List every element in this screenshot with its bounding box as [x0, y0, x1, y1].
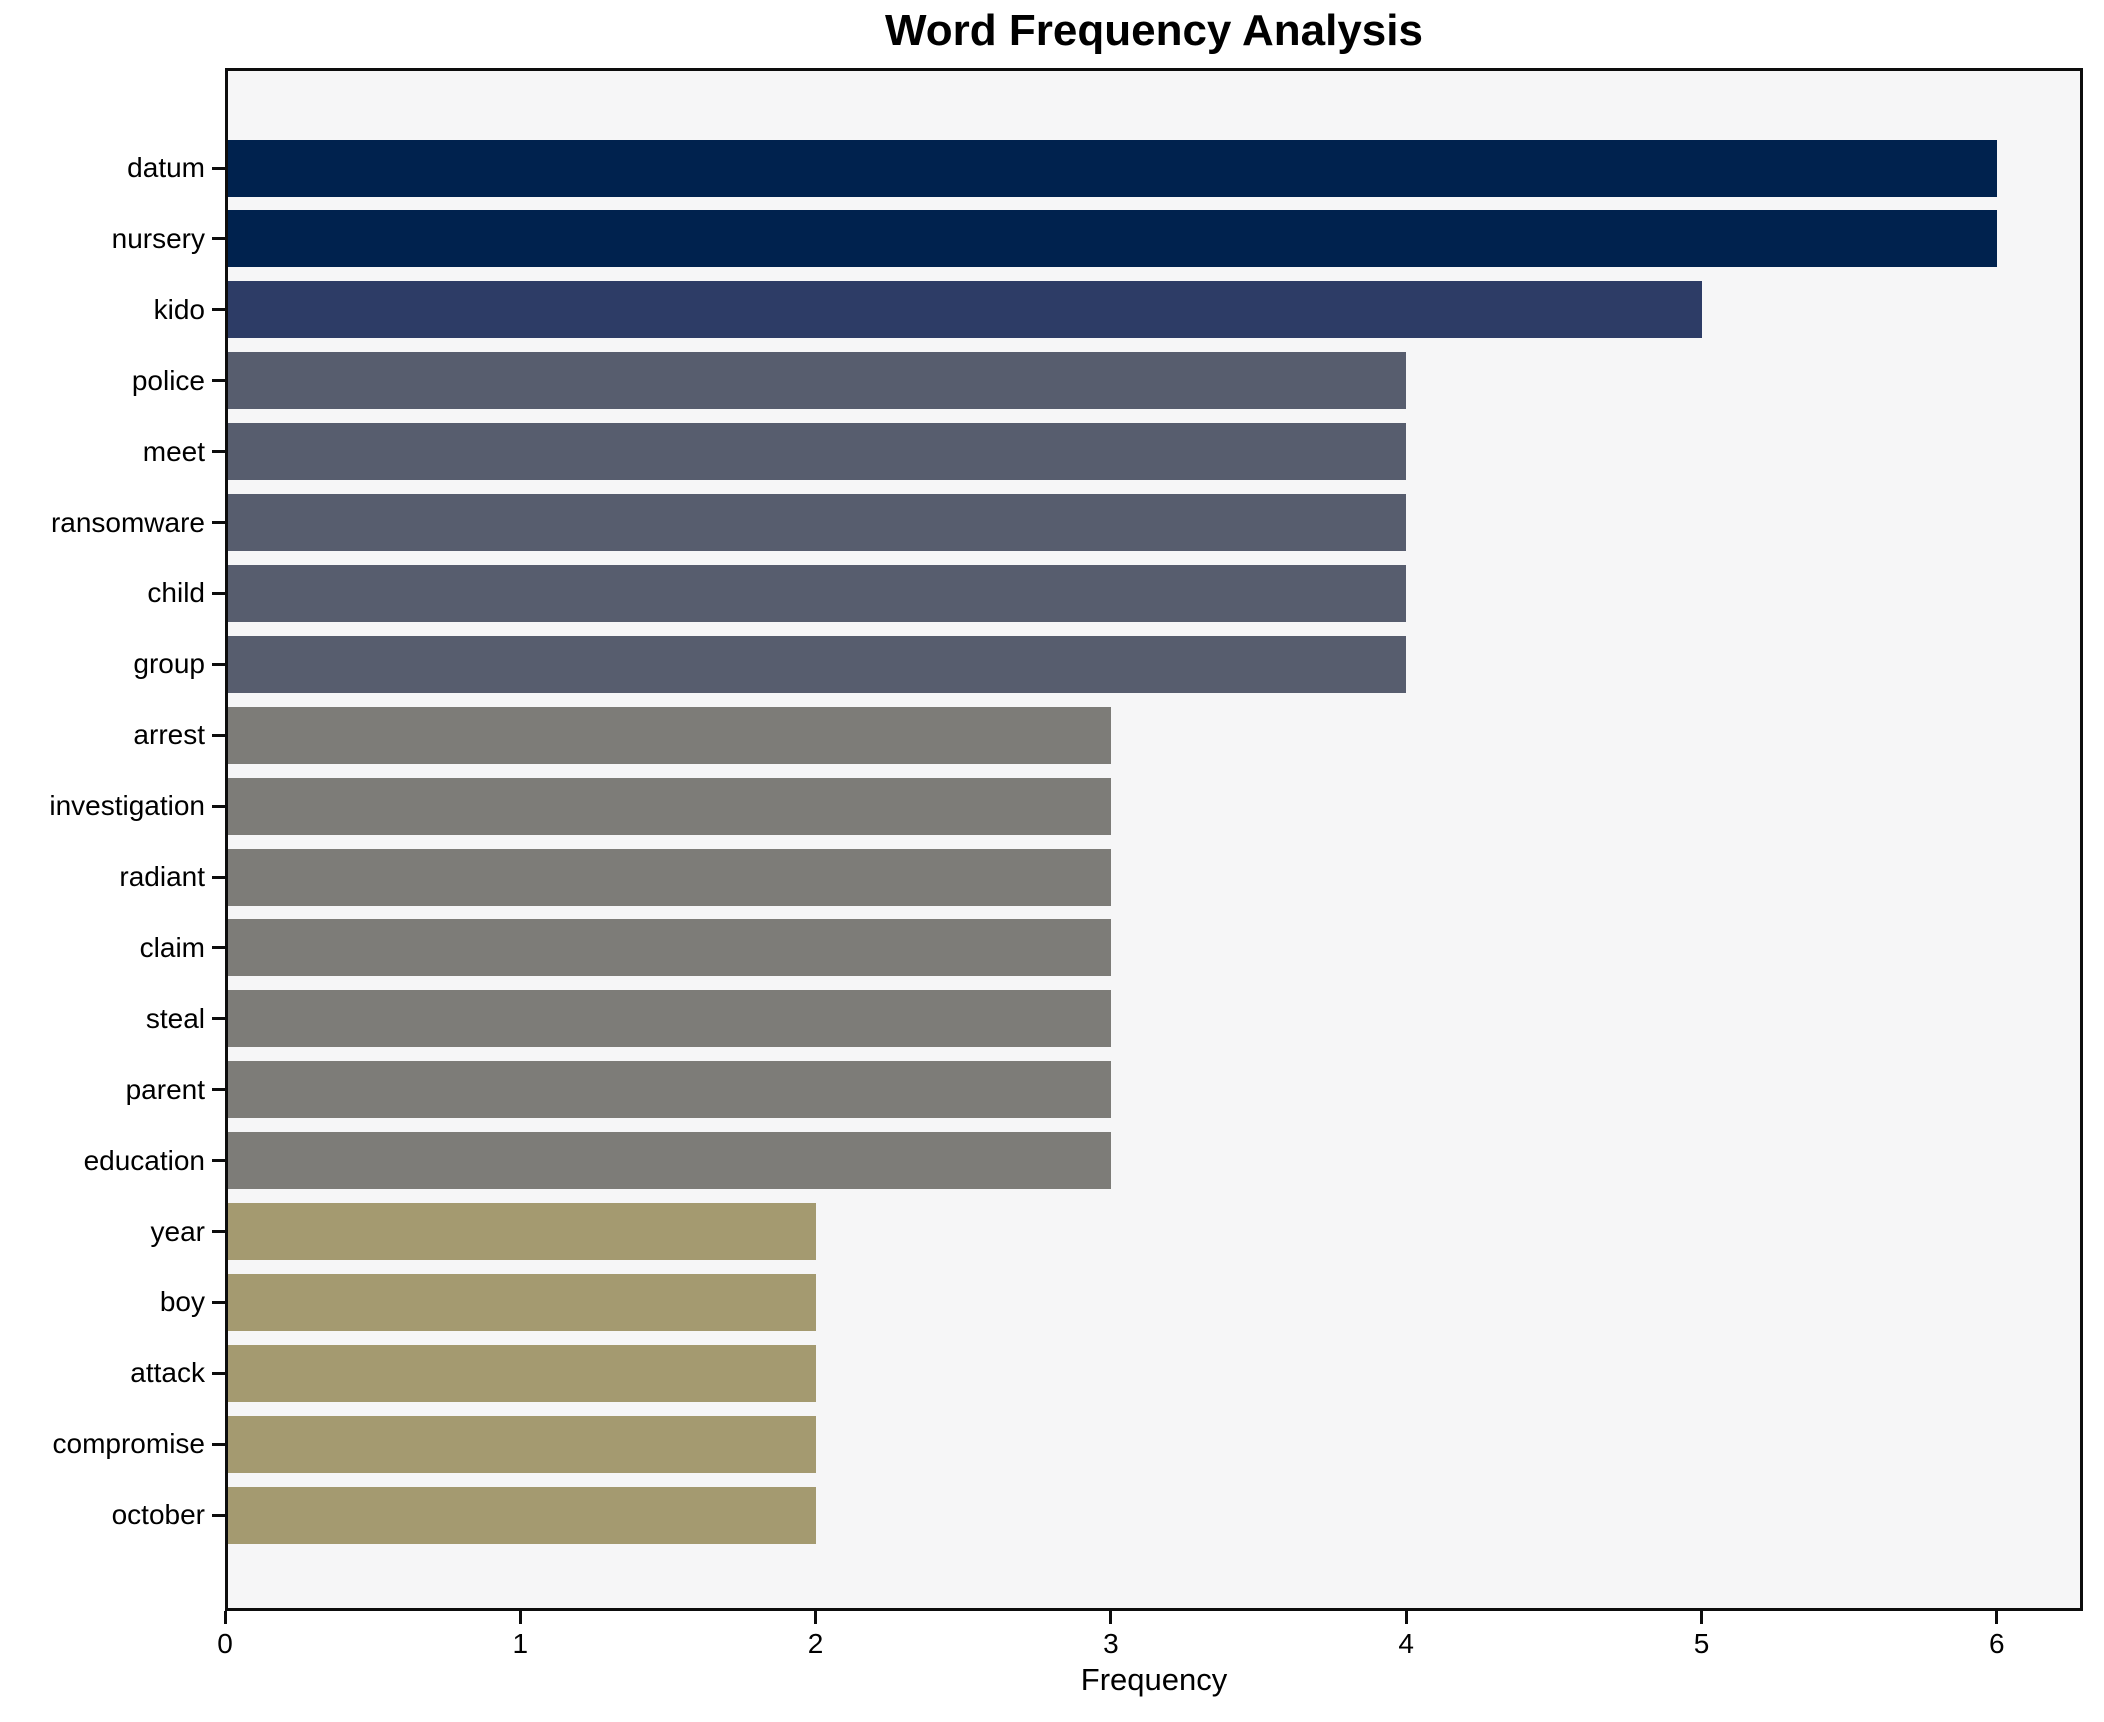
ytick-label-investigation: investigation: [49, 790, 205, 822]
bar-group: [228, 635, 1407, 693]
ytick-mark: [212, 733, 225, 737]
ytick-mark: [212, 1300, 225, 1304]
xtick-mark: [1995, 1611, 1999, 1624]
ytick-mark: [212, 1159, 225, 1163]
xtick-label-3: 3: [1103, 1628, 1119, 1659]
ytick-label-steal: steal: [145, 1002, 205, 1034]
bar-claim: [228, 919, 1111, 977]
ytick-label-parent: parent: [125, 1073, 205, 1105]
bar-child: [228, 564, 1407, 622]
xtick-mark: [814, 1611, 818, 1624]
ytick-label-education: education: [83, 1144, 205, 1176]
xtick-label-2: 2: [807, 1628, 824, 1659]
ytick-mark: [212, 1442, 225, 1446]
xtick-mark: [223, 1611, 227, 1624]
chart-title: Word Frequency Analysis: [885, 6, 1423, 55]
bar-attack: [228, 1344, 816, 1402]
ytick-label-attack: attack: [130, 1357, 205, 1389]
ytick-mark: [212, 237, 225, 241]
ytick-label-boy: boy: [159, 1286, 205, 1318]
ytick-mark: [212, 591, 225, 595]
ytick-mark: [212, 308, 225, 312]
ytick-label-group: group: [133, 648, 205, 680]
xtick-label-5: 5: [1693, 1628, 1710, 1659]
ytick-label-nursery: nursery: [111, 222, 205, 254]
bar-boy: [228, 1273, 816, 1331]
ytick-mark: [212, 521, 225, 524]
xtick-label-1: 1: [512, 1628, 529, 1659]
bar-steal: [228, 990, 1111, 1048]
ytick-label-radiant: radiant: [119, 861, 205, 892]
ytick-label-compromise: compromise: [52, 1428, 205, 1460]
xtick-label-6: 6: [1989, 1628, 2005, 1659]
x-axis-label: Frequency: [1080, 1662, 1228, 1697]
ytick-mark: [212, 1513, 225, 1517]
ytick-mark: [212, 875, 225, 879]
ytick-label-claim: claim: [139, 931, 205, 963]
ytick-mark: [212, 1088, 225, 1092]
ytick-label-meet: meet: [142, 435, 205, 467]
bar-october: [228, 1486, 816, 1544]
bar-compromise: [228, 1415, 816, 1473]
bar-police: [228, 352, 1407, 410]
bar-year: [228, 1203, 816, 1260]
ytick-label-child: child: [147, 577, 205, 609]
xtick-mark: [1404, 1611, 1408, 1624]
xtick-mark: [1109, 1611, 1113, 1624]
ytick-label-ransomware: ransomware: [50, 506, 205, 538]
bar-datum: [228, 139, 1997, 197]
ytick-mark: [212, 1230, 225, 1233]
xtick-mark: [518, 1611, 522, 1624]
xtick-mark: [1700, 1611, 1703, 1624]
xtick-label-4: 4: [1398, 1628, 1414, 1659]
ytick-mark: [212, 1371, 225, 1375]
ytick-label-police: police: [131, 364, 205, 396]
bar-investigation: [228, 777, 1111, 835]
ytick-mark: [212, 946, 225, 950]
ytick-mark: [212, 662, 225, 666]
bar-meet: [228, 423, 1407, 481]
xtick-label-0: 0: [217, 1628, 233, 1659]
bar-arrest: [228, 706, 1111, 764]
bar-ransomware: [228, 494, 1407, 551]
ytick-mark: [212, 804, 225, 808]
bar-parent: [228, 1061, 1111, 1119]
bar-kido: [228, 281, 1702, 339]
ytick-label-year: year: [150, 1215, 205, 1247]
ytick-mark: [212, 450, 225, 454]
ytick-label-kido: kido: [153, 293, 205, 325]
bar-radiant: [228, 848, 1111, 906]
ytick-mark: [212, 166, 225, 170]
ytick-mark: [212, 1017, 225, 1021]
bar-nursery: [228, 210, 1997, 268]
ytick-mark: [212, 379, 225, 383]
ytick-label-october: october: [111, 1499, 205, 1531]
bar-education: [228, 1132, 1111, 1190]
ytick-label-arrest: arrest: [133, 719, 205, 751]
ytick-label-datum: datum: [127, 152, 205, 183]
